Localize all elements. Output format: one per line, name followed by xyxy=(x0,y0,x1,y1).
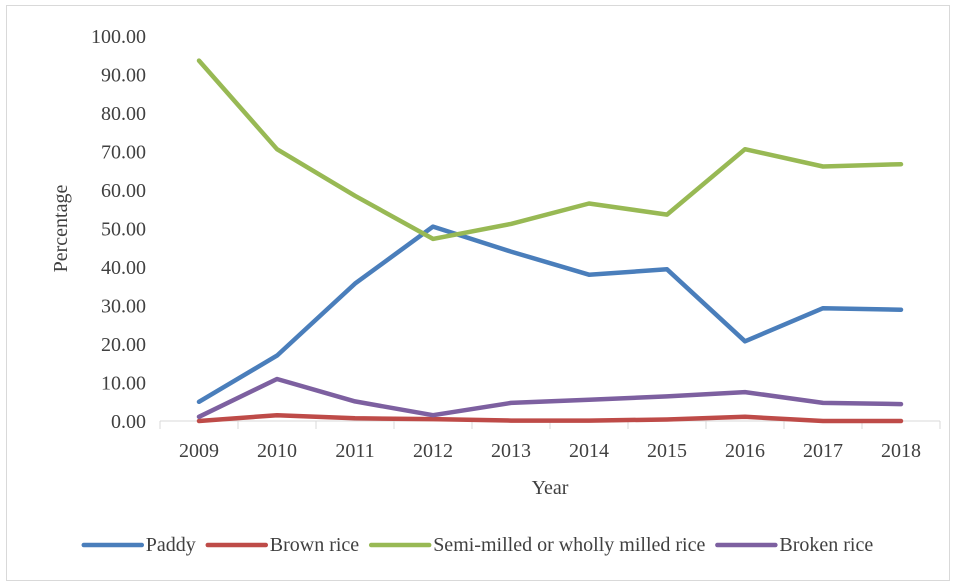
x-axis-ticks: 2009 2010 2011 2012 2013 2014 2015 2016 2017 2018 xyxy=(159,421,941,462)
series-line-brown-rice xyxy=(196,412,904,424)
legend: Paddy Brown rice Semi-milled or wholly mil… xyxy=(81,534,873,556)
x-axis-title: Year xyxy=(532,477,569,499)
series-line-broken-rice xyxy=(196,376,904,420)
series-line-paddy xyxy=(196,224,904,405)
x-tick-label: 2012 xyxy=(413,440,453,462)
legend-label: Brown rice xyxy=(270,534,360,556)
y-tick-label: 30.00 xyxy=(101,296,146,318)
x-tick-label: 2015 xyxy=(647,440,687,462)
x-tick-label: 2013 xyxy=(491,440,531,462)
x-tick-label: 2018 xyxy=(881,440,921,462)
x-tick-label: 2011 xyxy=(335,440,374,462)
y-axis-ticks: 0.00 10.00 20.00 30.00 40.00 50.00 60.00 70.00 8… xyxy=(91,26,146,433)
y-tick-label: 70.00 xyxy=(101,142,146,164)
series-lines xyxy=(196,58,904,424)
legend-label: Broken rice xyxy=(779,534,873,556)
x-tick-label: 2009 xyxy=(179,440,219,462)
x-tick-label: 2010 xyxy=(257,440,297,462)
legend-label: Semi-milled or wholly milled rice xyxy=(433,534,705,556)
y-tick-label: 100.00 xyxy=(91,26,146,48)
y-tick-label: 50.00 xyxy=(101,219,146,241)
y-tick-label: 90.00 xyxy=(101,65,146,87)
y-tick-label: 40.00 xyxy=(101,257,146,279)
y-tick-label: 60.00 xyxy=(101,180,146,202)
y-tick-label: 0.00 xyxy=(111,411,146,433)
legend-label: Paddy xyxy=(146,534,196,556)
y-tick-label: 10.00 xyxy=(101,373,146,395)
x-tick-label: 2016 xyxy=(725,440,765,462)
chart-frame xyxy=(6,5,950,581)
series-line-semi-milled-or-wholly-milled-rice xyxy=(196,58,904,242)
y-axis-title: Percentage xyxy=(50,185,72,273)
x-tick-label: 2014 xyxy=(569,440,609,462)
y-tick-label: 80.00 xyxy=(101,103,146,125)
x-tick-label: 2017 xyxy=(803,440,843,462)
y-tick-label: 20.00 xyxy=(101,334,146,356)
